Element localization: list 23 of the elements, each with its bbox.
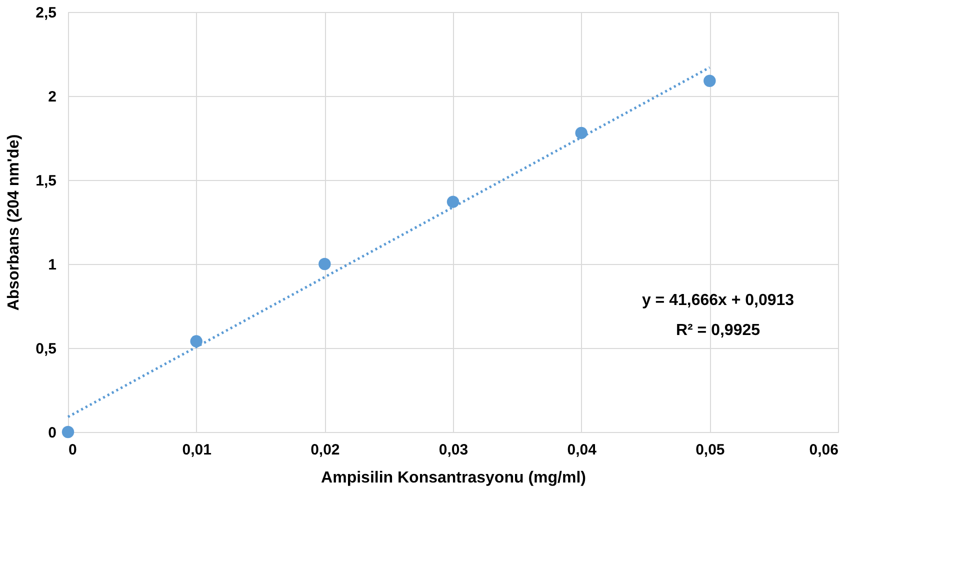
y-tick-label: 0,5 bbox=[36, 340, 56, 358]
x-tick-label: 0,05 bbox=[696, 442, 725, 458]
x-tick-label: 0,04 bbox=[567, 442, 598, 458]
point bbox=[704, 74, 716, 87]
x-tick-label: 0,06 bbox=[809, 442, 838, 458]
x-tick-label: 0 bbox=[68, 442, 77, 458]
x-tick-label: 0,01 bbox=[182, 442, 212, 458]
point bbox=[190, 335, 202, 348]
y-tick-label: 2,5 bbox=[36, 4, 56, 22]
x-tick-label: 0,02 bbox=[310, 442, 340, 458]
y-tick-label: 1,5 bbox=[36, 172, 56, 190]
point bbox=[446, 196, 460, 208]
annotation: y = 41,666x + 0,0913 bbox=[642, 292, 794, 309]
point bbox=[575, 126, 588, 140]
y-tick-label: 2 bbox=[48, 88, 56, 106]
y-tick-label: 0 bbox=[48, 424, 56, 442]
point bbox=[62, 426, 74, 438]
y-axis-title: Absorbans (204 nm'de) bbox=[6, 134, 23, 311]
x-axis-title: Ampisilin Konsantrasyonu (mg/ml) bbox=[321, 470, 586, 486]
point bbox=[318, 258, 331, 270]
y-tick-label: 1 bbox=[48, 256, 56, 274]
annotation: R² = 0,9925 bbox=[676, 322, 760, 339]
x-tick-label: 0,03 bbox=[438, 442, 468, 458]
